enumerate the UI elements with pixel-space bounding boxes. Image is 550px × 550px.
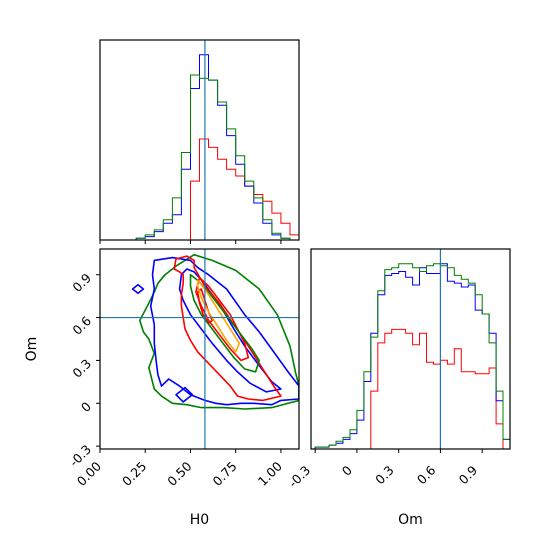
contour-line-3 — [175, 386, 194, 403]
contour-line-1 — [149, 256, 299, 406]
contour-line-8 — [189, 273, 260, 373]
contour-x-tick-label-2: 0.50 — [164, 458, 194, 488]
om-hist-tick-label-1: 0 — [339, 462, 355, 478]
contour-y-tick-label-2: 0.3 — [69, 356, 94, 381]
contour-line-6 — [195, 276, 250, 362]
contour-y-tick-label-4: 0.9 — [69, 270, 94, 295]
contour-x-tick-label-4: 1.00 — [255, 458, 285, 488]
om-hist-series-2 — [311, 263, 510, 450]
contour-y-tick-label-1: 0 — [78, 399, 94, 415]
h0-hist-frame — [99, 39, 300, 241]
contour-x-tick-label-3: 0.75 — [210, 459, 240, 489]
h0-hist-series-0 — [100, 138, 299, 241]
h0-hist-series-2 — [100, 74, 299, 241]
om-hist-tick-label-3: 0.6 — [414, 462, 439, 487]
om-hist-series-0 — [311, 328, 510, 450]
om-hist-tick-label-4: 0.9 — [456, 462, 481, 487]
contour-line-0 — [139, 253, 299, 410]
contour-line-4 — [131, 283, 145, 295]
om-hist-tick-label-2: 0.3 — [372, 463, 397, 488]
contour-frame — [99, 248, 300, 450]
contour-line-9 — [196, 279, 241, 353]
x-axis-label-om: Om — [398, 512, 423, 528]
om-hist-tick-label-0: -0.3 — [285, 463, 313, 491]
om-hist-frame — [310, 248, 511, 450]
x-axis-label-h0: H0 — [190, 512, 209, 528]
om-hist-series-1 — [311, 263, 510, 450]
contour-y-tick-label-3: 0.6 — [69, 313, 94, 338]
y-axis-label-om: Om — [24, 337, 40, 362]
contour-x-tick-label-1: 0.25 — [119, 459, 149, 489]
contour-line-5 — [173, 255, 282, 402]
